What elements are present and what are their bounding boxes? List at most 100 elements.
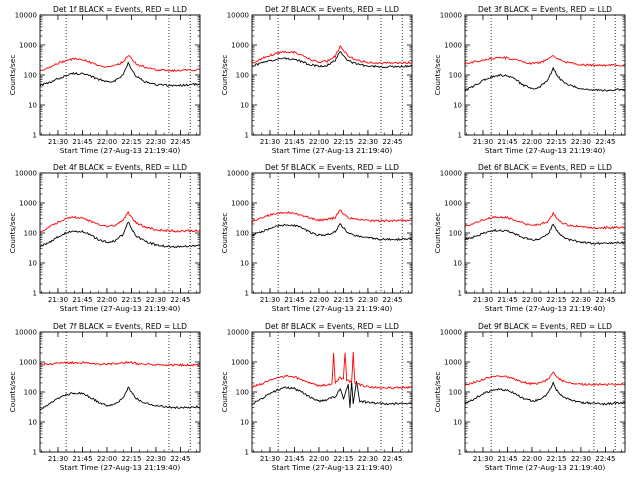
y-tick-label: 10000 [440, 12, 462, 20]
series-lld-line [252, 351, 412, 390]
x-tick-label: 22:15 [546, 138, 566, 146]
y-tick-label: 100 [449, 72, 462, 80]
x-tick-label: 22:30 [571, 296, 591, 304]
x-tick-label: 22:15 [333, 138, 353, 146]
series-events-line [252, 222, 412, 242]
series-events-line [252, 381, 412, 408]
x-tick-label: 22:45 [595, 138, 615, 146]
y-tick-label: 10 [28, 102, 37, 110]
y-tick-label: 10 [28, 260, 37, 268]
series-lld-line [465, 371, 625, 387]
y-tick-label: 1 [245, 132, 249, 140]
y-axis-label: Counts/sec [433, 372, 442, 413]
x-axis-label: Start Time (27-Aug-13 21:19:40) [272, 463, 393, 472]
x-tick-label: 22:30 [571, 138, 591, 146]
y-tick-label: 1 [33, 290, 37, 298]
x-tick-label: 22:45 [170, 138, 190, 146]
x-tick-label: 21:30 [48, 455, 68, 463]
y-tick-label: 1000 [444, 200, 462, 208]
series-lld-line [252, 44, 412, 65]
x-tick-label: 22:00 [97, 138, 117, 146]
series-lld-line [40, 210, 200, 233]
x-tick-label: 22:30 [358, 138, 378, 146]
y-tick-label: 10 [453, 260, 462, 268]
y-tick-label: 1000 [19, 200, 37, 208]
y-tick-label: 10 [240, 102, 249, 110]
panel-title: Det 5f BLACK = Events, RED = LLD [265, 163, 399, 172]
y-axis-label: Counts/sec [8, 372, 17, 413]
panel-title: Det 4f BLACK = Events, RED = LLD [53, 163, 187, 172]
panel-title: Det 8f BLACK = Events, RED = LLD [265, 322, 399, 331]
x-tick-label: 22:45 [170, 455, 190, 463]
y-tick-label: 1 [245, 449, 249, 457]
y-tick-label: 10000 [440, 329, 462, 337]
x-tick-label: 21:45 [497, 455, 517, 463]
y-tick-label: 1 [33, 449, 37, 457]
x-tick-label: 22:30 [358, 455, 378, 463]
x-tick-label: 21:45 [497, 138, 517, 146]
plot-frame [251, 331, 413, 453]
x-tick-label: 21:30 [473, 138, 493, 146]
panel-7: Det 7f BLACK = Events, RED = LLD 1 10 100 10… [8, 322, 201, 472]
x-tick-label: 21:45 [284, 296, 304, 304]
x-axis-label: Start Time (27-Aug-13 21:19:40) [485, 463, 606, 472]
y-tick-label: 10 [28, 419, 37, 427]
series-events-line [252, 50, 412, 69]
x-axis-label: Start Time (27-Aug-13 21:19:40) [272, 304, 393, 313]
panel-title: Det 1f BLACK = Events, RED = LLD [53, 5, 187, 14]
series-events-line [40, 386, 200, 411]
x-tick-label: 22:30 [146, 138, 166, 146]
y-tick-label: 10000 [15, 329, 37, 337]
y-tick-label: 100 [236, 72, 249, 80]
plot-frame [39, 172, 201, 294]
y-tick-label: 10 [240, 260, 249, 268]
x-tick-label: 21:45 [284, 138, 304, 146]
plot-frame [464, 172, 626, 294]
x-tick-label: 22:30 [571, 455, 591, 463]
x-tick-label: 22:45 [382, 138, 402, 146]
panel-8: Det 8f BLACK = Events, RED = LLD 1 10 100 10… [220, 322, 413, 472]
panel-title: Det 7f BLACK = Events, RED = LLD [53, 322, 187, 331]
y-tick-label: 100 [449, 230, 462, 238]
y-tick-label: 100 [236, 389, 249, 397]
y-tick-label: 1 [458, 449, 462, 457]
panel-6: Det 6f BLACK = Events, RED = LLD 1 10 100 10… [433, 163, 626, 313]
panel-9: Det 9f BLACK = Events, RED = LLD 1 10 100 10… [433, 322, 626, 472]
y-axis-label: Counts/sec [433, 213, 442, 254]
x-tick-label: 21:30 [48, 138, 68, 146]
y-tick-label: 10000 [227, 12, 249, 20]
x-tick-label: 22:00 [522, 138, 542, 146]
y-tick-label: 10 [240, 419, 249, 427]
x-tick-label: 21:30 [260, 455, 280, 463]
x-tick-label: 22:15 [333, 455, 353, 463]
y-tick-label: 10 [453, 102, 462, 110]
series-events-line [40, 61, 200, 87]
x-tick-label: 21:45 [497, 296, 517, 304]
panel-title: Det 2f BLACK = Events, RED = LLD [265, 5, 399, 14]
x-tick-label: 22:45 [170, 296, 190, 304]
plot-frame [251, 14, 413, 136]
plot-frame [39, 331, 201, 453]
series-lld-line [40, 360, 200, 367]
panel-title: Det 3f BLACK = Events, RED = LLD [478, 5, 612, 14]
x-tick-label: 22:00 [97, 455, 117, 463]
x-tick-label: 22:45 [382, 455, 402, 463]
x-axis-label: Start Time (27-Aug-13 21:19:40) [60, 146, 181, 155]
x-tick-label: 21:45 [72, 296, 92, 304]
panel-1: Det 1f BLACK = Events, RED = LLD 1 10 100 10… [8, 5, 201, 155]
panel-2: Det 2f BLACK = Events, RED = LLD 1 10 100 10… [220, 5, 413, 155]
x-tick-label: 22:00 [522, 296, 542, 304]
plot-frame [464, 14, 626, 136]
y-axis-label: Counts/sec [220, 213, 229, 254]
y-tick-label: 1000 [19, 42, 37, 50]
x-tick-label: 21:30 [260, 296, 280, 304]
y-tick-label: 10 [453, 419, 462, 427]
y-tick-label: 1000 [231, 42, 249, 50]
x-tick-label: 22:45 [595, 296, 615, 304]
series-lld-line [252, 209, 412, 223]
x-tick-label: 21:45 [284, 455, 304, 463]
x-tick-label: 22:45 [382, 296, 402, 304]
panel-5: Det 5f BLACK = Events, RED = LLD 1 10 100 10… [220, 163, 413, 313]
series-events-line [465, 223, 625, 246]
